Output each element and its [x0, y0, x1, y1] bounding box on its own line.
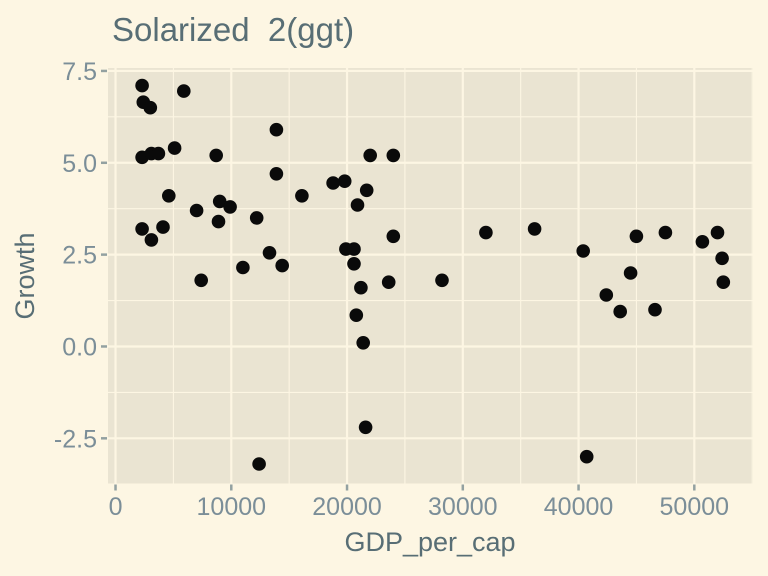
chart-title: Solarized 2(ggt) [112, 11, 354, 48]
data-point [275, 258, 290, 273]
y-tick-label: 0.0 [62, 333, 97, 361]
data-point [386, 229, 401, 244]
data-point [162, 189, 176, 203]
x-axis-title: GDP_per_cap [344, 527, 515, 557]
data-point [648, 302, 662, 317]
data-point [381, 275, 396, 290]
data-point [358, 420, 373, 435]
data-point [354, 280, 368, 295]
data-point [716, 275, 731, 290]
axes: 0 10000 20000 30000 40000 50000 -2.5 0.0 2.5 5.0 7… [54, 58, 729, 521]
data-point [236, 260, 250, 275]
data-point [269, 167, 284, 181]
data-point [189, 203, 204, 218]
data-point [211, 214, 226, 229]
data-point [479, 225, 493, 240]
y-tick-label: -2.5 [54, 425, 97, 453]
data-point [599, 288, 614, 302]
y-tick-label: 2.5 [62, 242, 97, 270]
plot-panel [108, 68, 753, 484]
data-point [715, 251, 729, 266]
panel-background [108, 68, 753, 484]
data-point [326, 176, 340, 190]
data-point [629, 229, 644, 244]
data-point [177, 84, 191, 98]
data-point [613, 304, 627, 319]
x-tick-label: 0 [109, 493, 123, 521]
data-point [435, 273, 449, 288]
y-axis-title: Growth [10, 232, 40, 319]
data-point [135, 222, 149, 236]
data-point [262, 246, 277, 260]
data-point [143, 100, 158, 115]
data-point [356, 336, 371, 350]
data-point [144, 233, 159, 247]
data-point [347, 242, 361, 256]
data-point [359, 183, 374, 198]
data-point [249, 211, 264, 225]
data-point [209, 148, 223, 163]
data-point [135, 78, 149, 93]
data-point [658, 225, 673, 240]
x-tick-label: 10000 [197, 493, 267, 521]
data-point [269, 122, 284, 137]
data-point [576, 244, 590, 258]
data-point [212, 194, 227, 209]
data-point [295, 189, 309, 203]
x-tick-label: 20000 [312, 493, 382, 521]
data-point [167, 141, 182, 155]
x-tick-label: 30000 [428, 493, 498, 521]
data-point [527, 222, 542, 236]
data-point [337, 174, 352, 188]
data-point [349, 308, 364, 323]
data-point [151, 146, 166, 161]
data-point [223, 200, 237, 214]
x-tick-label: 40000 [544, 493, 614, 521]
data-point [350, 198, 365, 212]
data-point [579, 449, 594, 464]
data-point [710, 225, 725, 240]
data-point [194, 273, 208, 288]
data-point [156, 220, 170, 234]
data-point [363, 148, 378, 163]
data-point [252, 457, 266, 471]
y-tick-label: 5.0 [62, 150, 97, 178]
data-point [623, 266, 638, 280]
x-tick-label: 50000 [660, 493, 730, 521]
data-point [347, 257, 361, 271]
y-tick-label: 7.5 [62, 58, 97, 86]
data-point [386, 148, 401, 163]
data-point [695, 235, 710, 249]
